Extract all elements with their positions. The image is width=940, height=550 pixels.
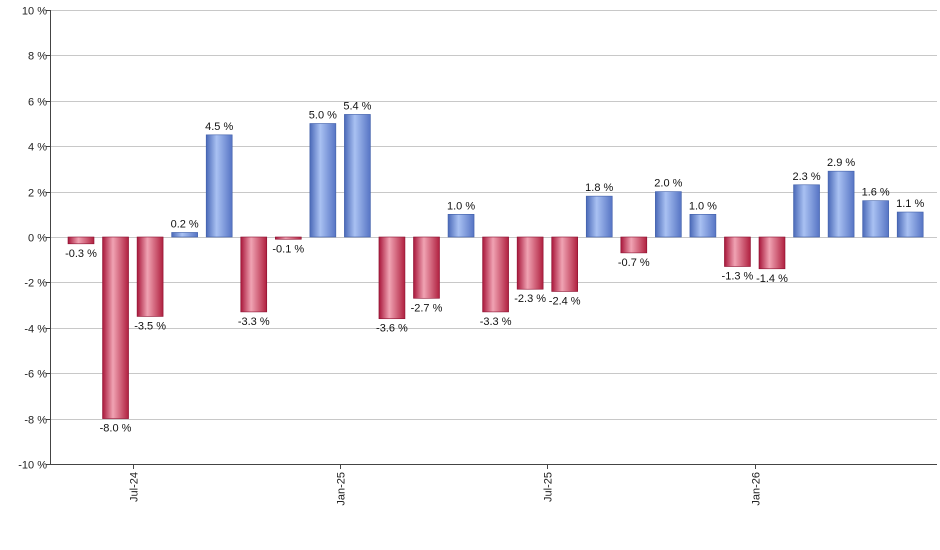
y-tick-label: -4 % bbox=[24, 324, 47, 336]
bar bbox=[240, 236, 268, 313]
bar bbox=[171, 232, 198, 238]
bar bbox=[896, 211, 924, 238]
y-tick-label: -8 % bbox=[24, 415, 47, 427]
bar bbox=[862, 200, 889, 238]
bar bbox=[793, 184, 820, 238]
data-label: -1.4 % bbox=[756, 273, 788, 285]
data-label: 1.6 % bbox=[862, 187, 890, 199]
bar bbox=[724, 236, 751, 267]
bar bbox=[67, 236, 95, 245]
y-tick-label: 0 % bbox=[28, 233, 47, 245]
bar bbox=[136, 236, 164, 317]
x-axis-tick-labels: Jul-24 Jan-25 Jul-25 Jan-26 bbox=[129, 464, 763, 506]
y-tick-label: 4 % bbox=[28, 142, 47, 154]
data-label: 5.0 % bbox=[309, 110, 337, 122]
data-label: 5.4 % bbox=[343, 100, 371, 112]
bar bbox=[827, 170, 855, 238]
bar bbox=[274, 236, 302, 240]
data-label: 1.0 % bbox=[689, 200, 717, 212]
y-tick-label: -2 % bbox=[24, 278, 47, 290]
bar bbox=[620, 236, 648, 254]
data-label: 1.1 % bbox=[896, 198, 924, 210]
y-tick-label: 10 % bbox=[22, 6, 47, 18]
x-tick-label: Jul-24 bbox=[129, 472, 141, 502]
data-label: 1.0 % bbox=[447, 200, 475, 212]
data-label: 2.0 % bbox=[654, 178, 682, 190]
bar bbox=[102, 236, 129, 419]
data-label: 2.3 % bbox=[792, 171, 820, 183]
data-label: -3.5 % bbox=[134, 320, 166, 332]
data-label: 4.5 % bbox=[205, 121, 233, 133]
data-label: -2.3 % bbox=[514, 293, 546, 305]
axes bbox=[50, 10, 937, 465]
bars bbox=[67, 114, 924, 419]
y-tick-label: -6 % bbox=[24, 369, 47, 381]
bar bbox=[585, 195, 613, 238]
data-label: -0.1 % bbox=[272, 243, 304, 255]
data-labels: -0.3 % -8.0 % -3.5 % 0.2 % 4.5 % -3.3 % -0.1 %… bbox=[65, 100, 924, 434]
data-label: 0.2 % bbox=[171, 218, 199, 230]
data-label: -0.7 % bbox=[618, 257, 650, 269]
x-tick-label: Jul-25 bbox=[543, 472, 555, 502]
bar bbox=[447, 214, 475, 238]
y-tick-label: 8 % bbox=[28, 51, 47, 63]
y-axis-tick-labels: 10 % 8 % 6 % 4 % 2 % 0 % -2 % -4 % -6 % -8 % -10 % bbox=[18, 6, 47, 472]
bar bbox=[758, 236, 786, 270]
bar bbox=[378, 236, 406, 320]
y-tick-label: 2 % bbox=[28, 188, 47, 200]
y-tick-label: -10 % bbox=[18, 460, 47, 472]
data-label: -3.3 % bbox=[238, 316, 270, 328]
bar bbox=[205, 134, 233, 238]
data-label: -2.7 % bbox=[411, 302, 443, 314]
data-label: 2.9 % bbox=[827, 157, 855, 169]
bar bbox=[689, 214, 717, 238]
data-label: -3.6 % bbox=[376, 323, 408, 335]
data-label: -0.3 % bbox=[65, 248, 97, 260]
bar bbox=[655, 191, 682, 238]
bar bbox=[516, 236, 544, 290]
x-tick-label: Jan-26 bbox=[751, 472, 763, 506]
data-label: -3.3 % bbox=[480, 316, 512, 328]
x-tick-label: Jan-25 bbox=[336, 472, 348, 506]
bar bbox=[482, 236, 509, 313]
y-tick-label: 6 % bbox=[28, 97, 47, 109]
bar bbox=[551, 236, 579, 292]
data-label: -2.4 % bbox=[549, 295, 581, 307]
data-label: 1.8 % bbox=[585, 182, 613, 194]
data-label: -8.0 % bbox=[100, 423, 132, 435]
bar bbox=[309, 123, 337, 238]
data-label: -1.3 % bbox=[722, 271, 754, 283]
bar bbox=[413, 236, 440, 299]
bar bbox=[344, 114, 371, 238]
